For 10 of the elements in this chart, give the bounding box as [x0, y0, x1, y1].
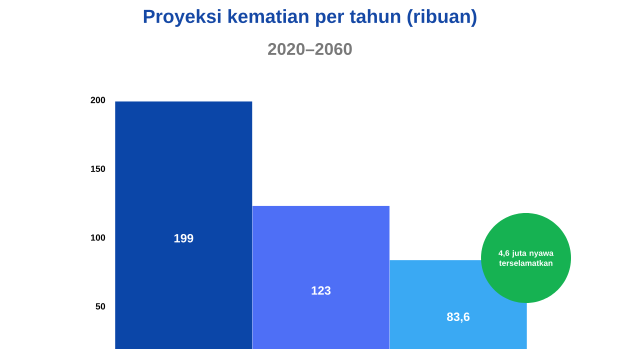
y-tick-label: 50	[96, 303, 106, 310]
data-label: 123	[312, 286, 331, 295]
y-tick-label: 150	[91, 166, 106, 172]
chart-title: Proyeksi kematian per tahun (ribuan)	[144, 9, 476, 27]
data-label: 199	[174, 234, 194, 242]
annotation: 4,6 juta nyawa terselamatkan	[498, 250, 554, 266]
chart-subtitle: 2020–2060	[268, 42, 352, 56]
data-label: 83,6	[447, 312, 470, 323]
y-tick-label: 100	[91, 234, 106, 241]
y-tick-label: 200	[90, 96, 106, 104]
